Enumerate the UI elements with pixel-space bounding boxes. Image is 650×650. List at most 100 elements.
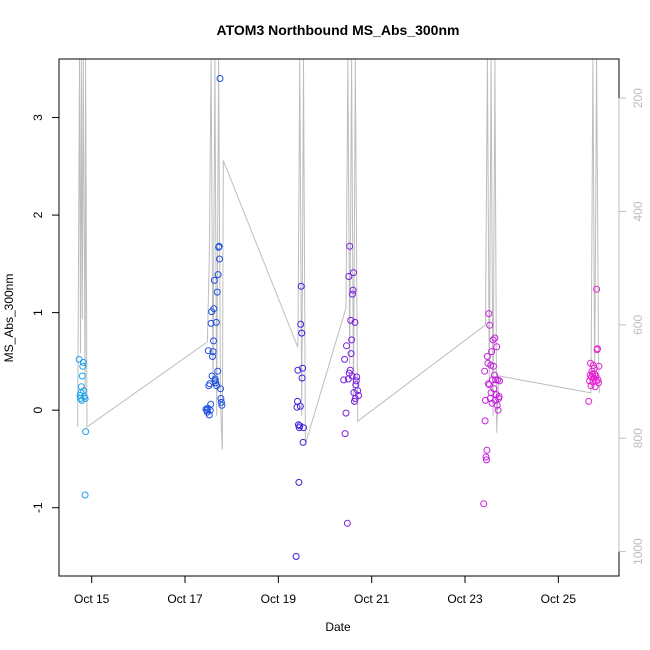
data-point — [77, 383, 85, 391]
data-point — [81, 491, 89, 499]
data-point — [489, 376, 496, 384]
series-flight-4 — [340, 242, 363, 527]
x-tick-label: Oct 19 — [261, 592, 297, 606]
points-layer — [75, 75, 603, 560]
y-axis-label: MS_Abs_300nm — [2, 274, 16, 363]
data-point — [217, 385, 224, 393]
data-point — [493, 343, 501, 351]
data-point — [483, 456, 490, 464]
data-point — [205, 411, 213, 419]
data-point — [297, 282, 305, 290]
data-point — [355, 392, 363, 399]
right-axis-tick-label: 400 — [631, 201, 645, 221]
data-point — [294, 421, 302, 429]
data-point — [75, 355, 83, 363]
y-tick-label: -1 — [31, 502, 45, 513]
data-point — [488, 348, 496, 356]
data-point — [349, 290, 356, 298]
data-point — [495, 393, 503, 400]
data-point — [81, 395, 89, 402]
data-point — [213, 288, 221, 296]
data-point — [483, 446, 491, 454]
series-flight-2 — [202, 75, 226, 419]
data-point — [486, 321, 494, 329]
data-point — [353, 373, 361, 381]
data-point — [211, 375, 219, 383]
data-point — [494, 406, 502, 414]
data-point — [480, 500, 488, 508]
data-point — [591, 383, 599, 391]
data-point — [215, 242, 223, 250]
data-point — [296, 422, 304, 430]
data-point — [343, 519, 351, 527]
data-point — [296, 402, 304, 410]
data-point — [298, 329, 306, 337]
y-axis: -1 0 1 2 3 — [31, 114, 60, 513]
data-point — [595, 379, 602, 387]
data-point — [212, 318, 220, 326]
data-point — [594, 345, 601, 353]
data-point — [217, 395, 225, 402]
data-point — [346, 242, 354, 250]
data-point — [493, 401, 501, 409]
right-axis-tick-label: 200 — [631, 88, 645, 108]
data-point — [347, 316, 355, 324]
data-point — [592, 372, 600, 380]
data-point — [595, 362, 603, 370]
data-point — [485, 381, 493, 389]
data-point — [341, 430, 349, 438]
y-tick-label: 3 — [31, 114, 45, 121]
data-point — [82, 428, 90, 436]
data-point — [298, 374, 306, 382]
data-point — [490, 362, 497, 370]
data-point — [79, 358, 87, 366]
data-point — [593, 285, 601, 293]
data-point — [492, 376, 500, 384]
data-point — [216, 255, 223, 263]
data-point — [484, 380, 492, 388]
data-point — [348, 336, 356, 344]
x-tick-label: Oct 21 — [354, 592, 390, 606]
data-point — [347, 350, 355, 358]
data-point — [587, 382, 595, 390]
data-point — [483, 353, 491, 360]
secondary-trace-line — [77, 58, 600, 450]
plot-frame — [58, 58, 620, 577]
data-point — [352, 377, 360, 385]
data-point — [594, 376, 602, 384]
data-point — [348, 372, 356, 380]
data-point — [350, 397, 358, 405]
data-point — [78, 372, 86, 380]
data-point — [210, 276, 218, 284]
data-point — [299, 438, 307, 446]
data-point — [345, 273, 353, 280]
data-point — [490, 371, 498, 379]
right-axis-tick-label: 1000 — [631, 538, 645, 565]
data-point — [342, 409, 350, 417]
data-point — [482, 396, 489, 404]
data-point — [209, 348, 217, 356]
data-point — [351, 318, 359, 326]
data-point — [218, 401, 226, 409]
data-point — [482, 453, 490, 461]
data-point — [485, 310, 493, 318]
data-point — [210, 305, 218, 313]
data-point — [295, 478, 303, 486]
data-point — [217, 398, 225, 406]
data-point — [294, 366, 302, 374]
x-tick-label: Oct 23 — [447, 592, 483, 606]
data-point — [340, 376, 348, 384]
data-point — [354, 387, 362, 395]
data-point — [341, 355, 349, 363]
x-axis-label: Date — [325, 620, 351, 634]
x-axis: Oct 15 Oct 17 Oct 19 Oct 21 Oct 23 Oct 25 — [74, 575, 576, 606]
data-point — [207, 319, 215, 327]
data-point — [585, 397, 593, 405]
chart-title: ATOM3 Northbound MS_Abs_300nm — [217, 22, 460, 38]
data-point — [214, 367, 222, 375]
data-point — [300, 424, 307, 432]
data-point — [212, 379, 220, 387]
data-point — [496, 377, 503, 385]
data-point — [349, 286, 357, 294]
data-point — [299, 364, 307, 372]
